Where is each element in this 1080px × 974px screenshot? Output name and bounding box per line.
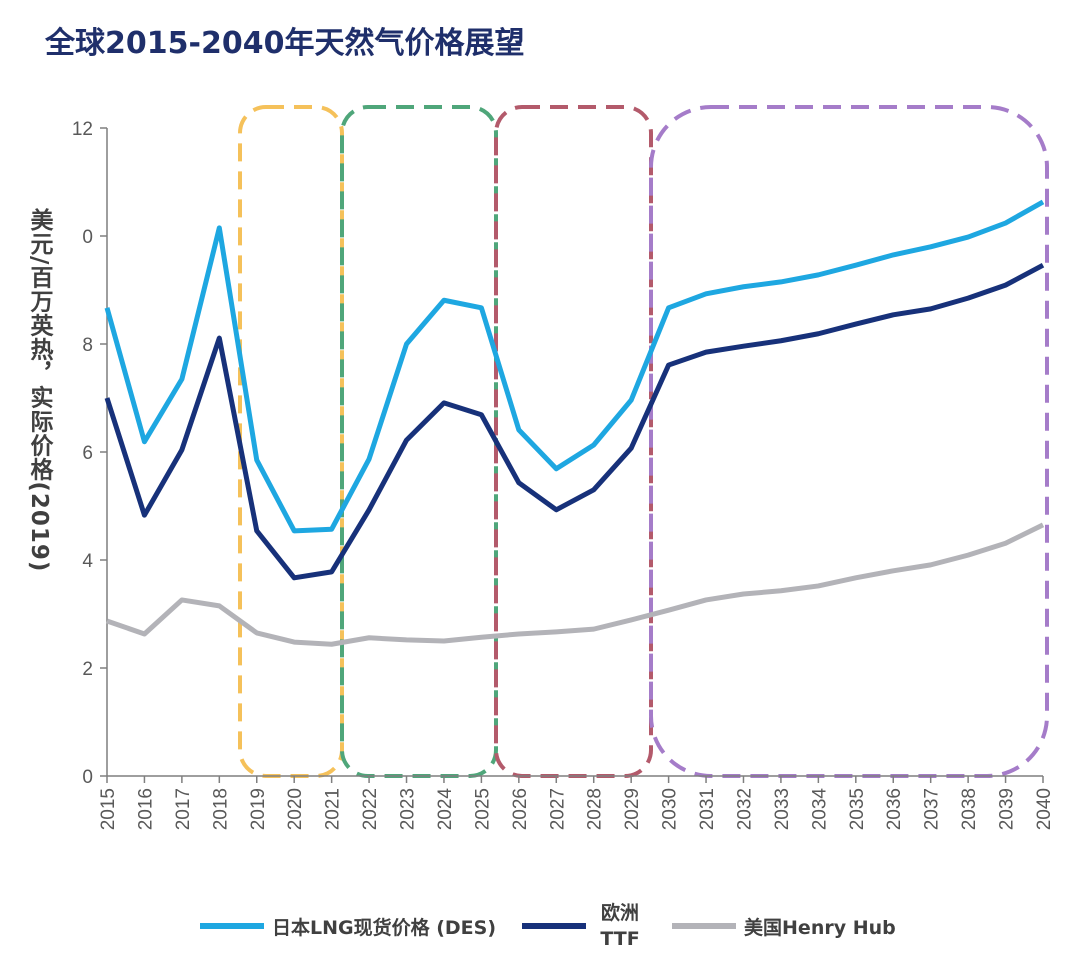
x-tick-label: 2027 [547, 788, 568, 830]
x-tick-label: 2017 [173, 788, 194, 830]
legend-label: 欧洲 TTF [600, 902, 640, 950]
x-tick-label: 2031 [697, 788, 718, 830]
series-line [104, 199, 1045, 534]
x-tick-label: 2035 [847, 788, 868, 830]
y-tick-label: 12 [72, 119, 93, 140]
x-tick-label: 2037 [922, 788, 943, 830]
x-tick-label: 2015 [98, 788, 119, 830]
x-tick-label: 2022 [360, 788, 381, 830]
x-tick-label: 2036 [884, 788, 905, 830]
x-tick-label: 2038 [959, 788, 980, 830]
x-tick-label: 2024 [435, 788, 456, 831]
y-tick-label: 0 [82, 227, 93, 248]
legend-item: 欧洲 TTF [522, 900, 646, 952]
period-box [340, 105, 498, 778]
y-tick-label: 2 [82, 659, 93, 680]
x-tick-label: 2019 [248, 788, 269, 830]
legend-label: 美国Henry Hub [744, 916, 896, 939]
x-tick-label: 2030 [660, 788, 681, 830]
x-tick-label: 2040 [1034, 788, 1055, 830]
chart-title: 全球2015-2040年天然气价格展望 [45, 26, 525, 61]
legend: 日本LNG现货价格 (DES) 欧洲 TTF 美国Henry Hub [200, 900, 922, 952]
x-tick-label: 2020 [285, 788, 306, 830]
x-tick-label: 2032 [734, 788, 755, 830]
x-tick-label: 2034 [809, 788, 830, 831]
period-box [494, 105, 653, 778]
legend-swatch [672, 923, 737, 929]
x-tick-label: 2033 [772, 788, 793, 830]
y-tick-label: 0 [82, 767, 93, 788]
y-tick-label: 6 [82, 443, 93, 464]
legend-swatch [200, 923, 264, 929]
x-tick-label: 2018 [210, 788, 231, 830]
x-tick-label: 2016 [135, 788, 156, 830]
legend-swatch [522, 923, 587, 929]
y-axis-label: 美元/百万英热，实际价格(2019) [26, 208, 52, 573]
x-tick-label: 2029 [622, 788, 643, 830]
series-line [106, 522, 1045, 647]
x-tick-label: 2021 [323, 788, 344, 830]
x-tick-label: 2028 [585, 788, 606, 830]
period-boxes [238, 105, 1049, 778]
legend-item: 日本LNG现货价格 (DES) [200, 913, 496, 940]
x-tick-label: 2026 [510, 788, 531, 830]
x-tick-label: 2025 [472, 788, 493, 830]
series-line [104, 262, 1045, 581]
x-tick-label: 2039 [997, 788, 1018, 830]
y-tick-label: 8 [82, 335, 93, 356]
period-box [649, 105, 1049, 778]
x-tick-label: 2023 [398, 788, 419, 830]
legend-label: 日本LNG现货价格 (DES) [272, 916, 497, 939]
legend-item: 美国Henry Hub [672, 913, 896, 940]
y-tick-label: 4 [82, 551, 93, 572]
